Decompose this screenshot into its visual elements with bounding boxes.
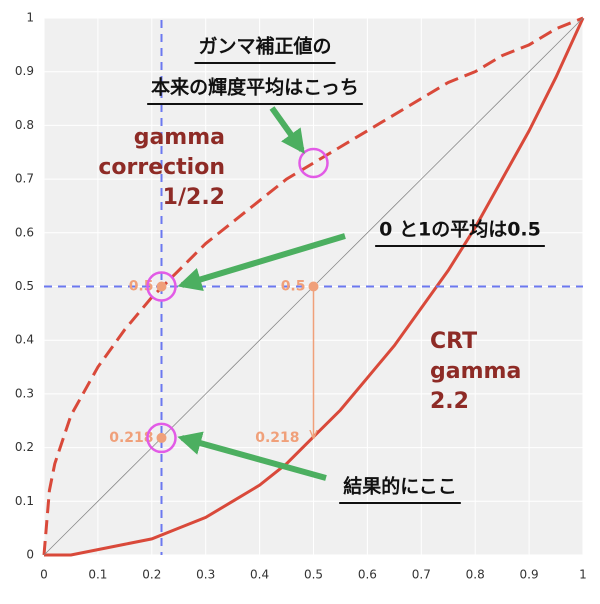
- y-tick-label: 0.7: [15, 172, 34, 186]
- x-tick-label: 0.8: [466, 568, 485, 582]
- point-label: 0.218: [109, 430, 153, 446]
- y-tick-label: 0.1: [15, 494, 34, 508]
- x-tick-label: 0.2: [142, 568, 161, 582]
- annotation: 0 と1の平均は0.5: [379, 218, 541, 241]
- curve-label: 1/2.2: [163, 185, 225, 210]
- annotation: 本来の輝度平均はこっち: [151, 76, 359, 99]
- x-tick-label: 0.1: [88, 568, 107, 582]
- highlight: [146, 271, 177, 302]
- y-tick-label: 0: [26, 548, 34, 562]
- x-tick-label: 0.7: [412, 568, 431, 582]
- x-tick-label: 0.9: [520, 568, 539, 582]
- curve: [42, 16, 584, 556]
- x-tick-label: 1: [579, 568, 587, 582]
- highlight: [146, 422, 177, 454]
- curve-label: gamma: [430, 359, 521, 384]
- curve-label: gamma: [134, 125, 225, 150]
- point: [156, 281, 167, 292]
- curve-label: CRT: [430, 329, 477, 354]
- y-tick-label: 1: [26, 11, 34, 25]
- annotation: ガンマ補正値の: [198, 35, 331, 58]
- curve-label: 2.2: [430, 389, 469, 414]
- point-label: 0.218: [255, 430, 299, 446]
- point-label: 0.5: [281, 279, 306, 295]
- pointer-arrow: [177, 431, 327, 481]
- x-tick-label: 0.6: [358, 568, 377, 582]
- y-tick-label: 0.6: [15, 225, 34, 239]
- y-tick-label: 0.8: [15, 118, 34, 132]
- point: [308, 281, 319, 292]
- y-tick-label: 0.2: [15, 440, 34, 454]
- y-tick-label: 0.4: [15, 333, 34, 347]
- x-tick-label: 0.5: [304, 568, 323, 582]
- highlight: [298, 147, 329, 179]
- x-tick-label: 0: [40, 568, 48, 582]
- y-tick-label: 0.3: [15, 386, 34, 400]
- x-tick-label: 0.3: [196, 568, 215, 582]
- curve: [43, 17, 584, 556]
- y-tick-label: 0.5: [15, 279, 34, 293]
- pointer-arrow: [177, 233, 346, 291]
- point: [156, 432, 167, 443]
- pointer-arrow: [269, 106, 305, 154]
- y-tick-label: 0.9: [15, 64, 34, 78]
- curve-label: correction: [98, 155, 225, 180]
- curve: [44, 17, 585, 557]
- annotation: 結果的にここ: [343, 475, 457, 498]
- x-tick-label: 0.4: [250, 568, 269, 582]
